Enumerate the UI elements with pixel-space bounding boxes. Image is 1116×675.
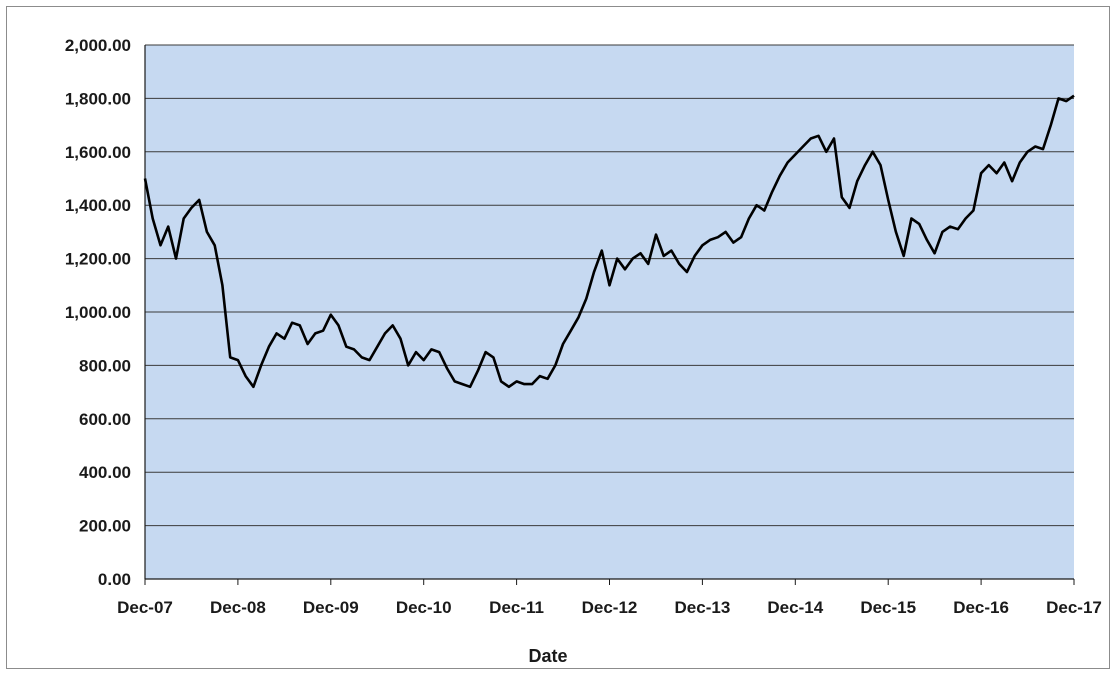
x-tick-label: Dec-11 — [489, 598, 544, 617]
x-tick-label: Dec-14 — [767, 598, 823, 617]
x-axis-tick-labels: Dec-07 Dec-08 Dec-09 Dec-10 Dec-11 Dec-12 Dec-… — [117, 598, 1102, 617]
series-line — [143, 94, 1075, 389]
x-tick-label: Dec-17 — [1046, 598, 1102, 617]
x-tick-label: Dec-09 — [303, 598, 359, 617]
y-tick-label: 1,400.00 — [65, 196, 131, 215]
y-tick-label: 600.00 — [79, 410, 131, 429]
y-tick-label: 1,000.00 — [65, 303, 131, 322]
x-tick-label: Dec-15 — [860, 598, 916, 617]
y-tick-label: 800.00 — [79, 356, 131, 375]
x-tick-label: Dec-10 — [396, 598, 452, 617]
x-tick-label: Dec-08 — [210, 598, 266, 617]
y-tick-label: 1,800.00 — [65, 89, 131, 108]
x-tick-label: Dec-16 — [953, 598, 1009, 617]
y-tick-label: 400.00 — [79, 463, 131, 482]
x-tick-label: Dec-07 — [117, 598, 173, 617]
y-tick-label: 1,600.00 — [65, 143, 131, 162]
gridlines — [145, 44, 1074, 527]
x-tick-label: Dec-13 — [675, 598, 731, 617]
y-tick-label: 1,200.00 — [65, 250, 131, 269]
x-axis-ticks — [144, 579, 1075, 585]
x-tick-label: Dec-12 — [582, 598, 638, 617]
x-axis-title: Date — [528, 646, 567, 666]
y-tick-label: 2,000.00 — [65, 36, 131, 55]
y-tick-label: 200.00 — [79, 517, 131, 536]
y-tick-label: 0.00 — [98, 570, 131, 589]
y-axis-tick-labels: 0.00 200.00 400.00 600.00 800.00 1,000.00 1,20… — [65, 36, 131, 589]
